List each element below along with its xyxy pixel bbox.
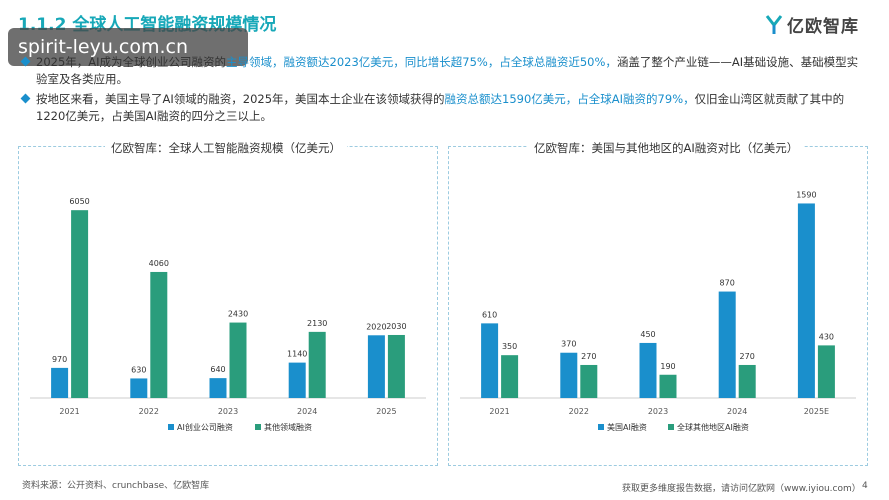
data-label: 640: [210, 365, 225, 374]
data-label: 2430: [228, 310, 248, 319]
bar-series1-2021: [51, 367, 69, 398]
x-tick-label: 2025: [376, 407, 396, 416]
x-tick-label: 2021: [59, 407, 79, 416]
x-tick-label: 2024: [727, 407, 747, 416]
data-label: 430: [819, 332, 834, 341]
data-label: 2020: [366, 322, 386, 331]
bar-series1-2021: [481, 323, 499, 398]
legend-swatch: [255, 424, 261, 430]
bar-series2-2022: [150, 271, 168, 398]
legend-label: AI创业公司融资: [177, 422, 233, 432]
x-tick-label: 2024: [297, 407, 317, 416]
legend-swatch: [668, 424, 674, 430]
bar-series1-2025: [367, 335, 385, 398]
bar-series2-2022: [580, 364, 598, 398]
summary-bullets: 2025年，AI成为全球创业公司融资的主导领域，融资额达2023亿美元，同比增长…: [22, 54, 867, 128]
chart-title-regional: 亿欧智库：美国与其他地区的AI融资对比（亿美元）: [528, 140, 805, 156]
page-number: 4: [862, 481, 868, 491]
data-label: 870: [720, 279, 735, 288]
bar-series1-2023: [209, 378, 227, 398]
legend-label: 美国AI融资: [607, 422, 647, 432]
bar-series1-2023: [639, 342, 657, 398]
data-label: 4060: [149, 259, 169, 268]
x-tick-label: 2021: [489, 407, 509, 416]
data-label: 6050: [69, 197, 89, 206]
data-label: 2130: [307, 319, 327, 328]
global-funding-chart: 970 6050 2021 630 4060 2022 640 2430 2023 1140 213…: [30, 197, 426, 432]
logo-icon: [765, 14, 783, 34]
chart-title-global: 亿欧智库：全球人工智能融资规模（亿美元）: [105, 140, 347, 156]
bar-series1-2024: [718, 291, 736, 398]
data-label: 190: [660, 362, 675, 371]
x-tick-label: 2023: [648, 407, 668, 416]
bullet-item: 2025年，AI成为全球创业公司融资的主导领域，融资额达2023亿美元，同比增长…: [22, 54, 867, 88]
logo: 亿欧智库: [765, 12, 859, 37]
data-label: 370: [561, 340, 576, 349]
legend-label: 其他领域融资: [264, 422, 312, 432]
data-label: 270: [581, 352, 596, 361]
bar-series2-2024: [738, 364, 756, 398]
bar-series1-2025E: [797, 203, 815, 398]
bar-series2-2023: [229, 322, 247, 398]
data-label: 970: [52, 355, 67, 364]
bullet-item: 按地区来看，美国主导了AI领域的融资，2025年，美国本土企业在该领域获得的融资…: [22, 91, 867, 125]
data-label: 610: [482, 310, 497, 319]
bar-series1-2024: [288, 362, 306, 398]
bar-series2-2024: [308, 331, 326, 398]
x-tick-label: 2023: [218, 407, 238, 416]
legend-label: 全球其他地区AI融资: [677, 422, 749, 432]
x-tick-label: 2025E: [804, 407, 829, 416]
bar-series1-2022: [560, 352, 578, 398]
x-tick-label: 2022: [569, 407, 589, 416]
bar-series2-2023: [659, 374, 677, 398]
data-label: 270: [740, 352, 755, 361]
legend-swatch: [598, 424, 604, 430]
source-note: 资料来源：公开资料、crunchbase、亿欧智库: [22, 481, 210, 491]
data-label: 350: [502, 342, 517, 351]
bar-series2-2021: [71, 210, 89, 398]
bar-series1-2022: [130, 378, 148, 398]
data-label: 2030: [386, 322, 406, 331]
bar-series2-2021: [501, 355, 519, 398]
regional-funding-chart: 610 350 2021 370 270 2022 450 190 2023 870 270 2024…: [460, 190, 856, 432]
data-label: 450: [640, 330, 655, 339]
more-info-link[interactable]: 获取更多维度报告数据，请访问亿欧网（www.iyiou.com）: [622, 484, 861, 494]
bar-series2-2025: [387, 334, 405, 398]
x-tick-label: 2022: [139, 407, 159, 416]
data-label: 1590: [796, 190, 816, 199]
legend-swatch: [168, 424, 174, 430]
logo-text: 亿欧智库: [787, 17, 859, 37]
data-label: 1140: [287, 350, 307, 359]
bar-series2-2025E: [817, 345, 835, 398]
data-label: 630: [131, 365, 146, 374]
